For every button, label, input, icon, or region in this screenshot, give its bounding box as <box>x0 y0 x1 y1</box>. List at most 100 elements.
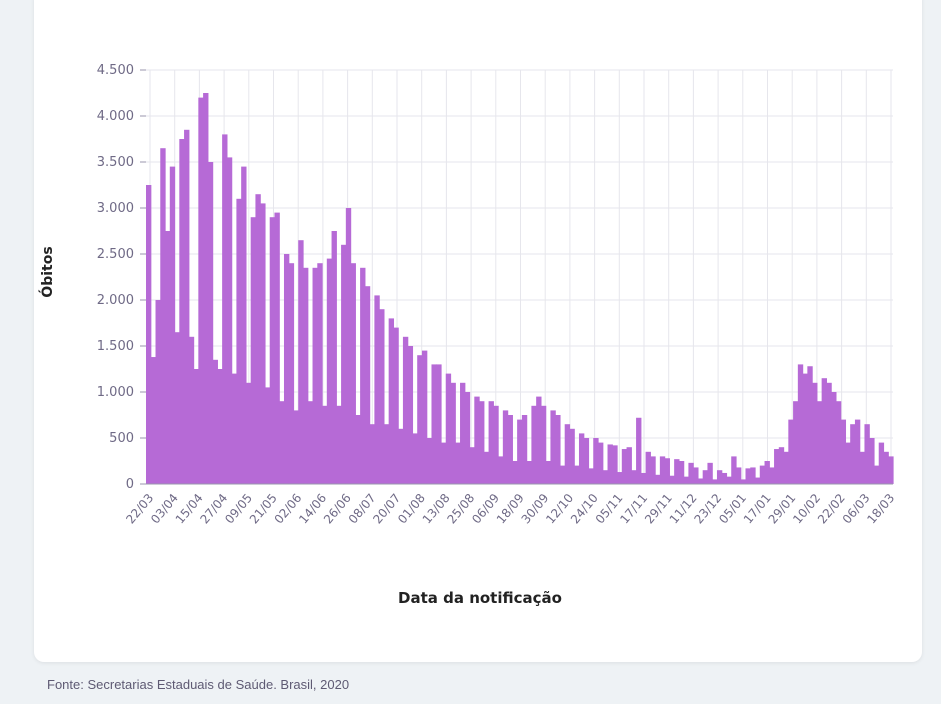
bar <box>298 240 304 484</box>
bar <box>507 415 513 484</box>
bar <box>241 166 247 484</box>
bar <box>288 263 295 484</box>
bar <box>802 373 808 484</box>
bar <box>421 350 428 484</box>
bar <box>160 148 166 484</box>
bar <box>388 318 395 484</box>
bar <box>188 336 195 484</box>
bar <box>559 465 566 484</box>
bar <box>483 451 490 484</box>
bar <box>555 415 561 484</box>
bar <box>536 396 542 484</box>
bar <box>750 467 756 484</box>
bar <box>455 442 461 484</box>
bar <box>550 410 556 484</box>
bar <box>859 451 866 484</box>
bar <box>621 449 628 484</box>
bar <box>488 401 494 484</box>
bar <box>683 476 690 484</box>
bar <box>607 444 613 484</box>
bar <box>650 456 656 484</box>
bar <box>526 461 532 484</box>
bar <box>445 373 452 484</box>
bar <box>450 382 456 484</box>
y-tick-label: 1.500 <box>97 339 134 354</box>
bar <box>564 424 571 484</box>
bar <box>165 231 171 484</box>
bar <box>517 419 523 484</box>
bar <box>436 364 442 484</box>
bar <box>169 166 176 484</box>
bar <box>479 401 485 484</box>
bar <box>816 401 823 484</box>
y-tick-label: 3.500 <box>97 155 134 170</box>
bar <box>312 267 318 484</box>
bar <box>755 477 761 484</box>
bar <box>569 428 575 484</box>
bar <box>293 410 299 484</box>
y-axis-label: Óbitos <box>38 246 56 297</box>
bar <box>341 244 347 484</box>
source-note: Fonte: Secretarias Estaduais de Saúde. B… <box>47 677 350 692</box>
bar <box>797 364 804 484</box>
bar <box>864 424 870 484</box>
bar <box>322 405 328 484</box>
bar <box>217 369 223 484</box>
bar <box>602 470 609 484</box>
bar <box>883 451 889 484</box>
bar <box>783 451 789 484</box>
bar <box>512 461 518 484</box>
bar <box>498 456 504 484</box>
bar <box>331 231 337 484</box>
bar <box>231 373 238 484</box>
bar <box>678 461 685 484</box>
bar <box>631 470 637 484</box>
bar <box>521 415 528 484</box>
bar <box>588 468 594 484</box>
y-tick-label: 1.000 <box>97 385 134 400</box>
bar <box>317 263 323 484</box>
bar <box>250 217 257 484</box>
bar <box>645 451 651 484</box>
bar <box>655 474 661 484</box>
bar <box>245 382 252 484</box>
bar <box>812 382 818 484</box>
bar <box>778 447 785 484</box>
bar <box>150 357 157 484</box>
bar <box>474 396 480 484</box>
bar <box>793 401 799 484</box>
bar <box>279 401 285 484</box>
bar <box>326 258 333 484</box>
bar <box>764 461 770 484</box>
bar <box>222 134 228 484</box>
y-tick-label: 4.000 <box>97 109 134 124</box>
bar <box>617 472 623 484</box>
bar <box>731 456 737 484</box>
bar <box>826 382 832 484</box>
bar <box>636 417 642 484</box>
bar <box>431 364 437 484</box>
bar <box>707 462 713 484</box>
bar <box>412 433 418 484</box>
bar <box>840 419 847 484</box>
bar <box>878 442 885 484</box>
y-tick-label: 4.500 <box>97 63 134 78</box>
bar <box>303 267 309 484</box>
bar <box>626 447 632 484</box>
bar <box>821 378 827 484</box>
bar <box>402 336 409 484</box>
bar <box>493 405 499 484</box>
bar <box>545 461 552 484</box>
bar <box>688 462 694 484</box>
y-tick-label: 0 <box>126 477 134 492</box>
bar <box>735 467 742 484</box>
bar <box>469 447 475 484</box>
bar <box>850 424 856 484</box>
bar <box>845 442 851 484</box>
bar <box>179 139 185 484</box>
bar <box>379 309 385 484</box>
bar <box>350 263 356 484</box>
bar <box>260 203 266 484</box>
bar <box>693 467 699 484</box>
bar <box>264 387 271 484</box>
